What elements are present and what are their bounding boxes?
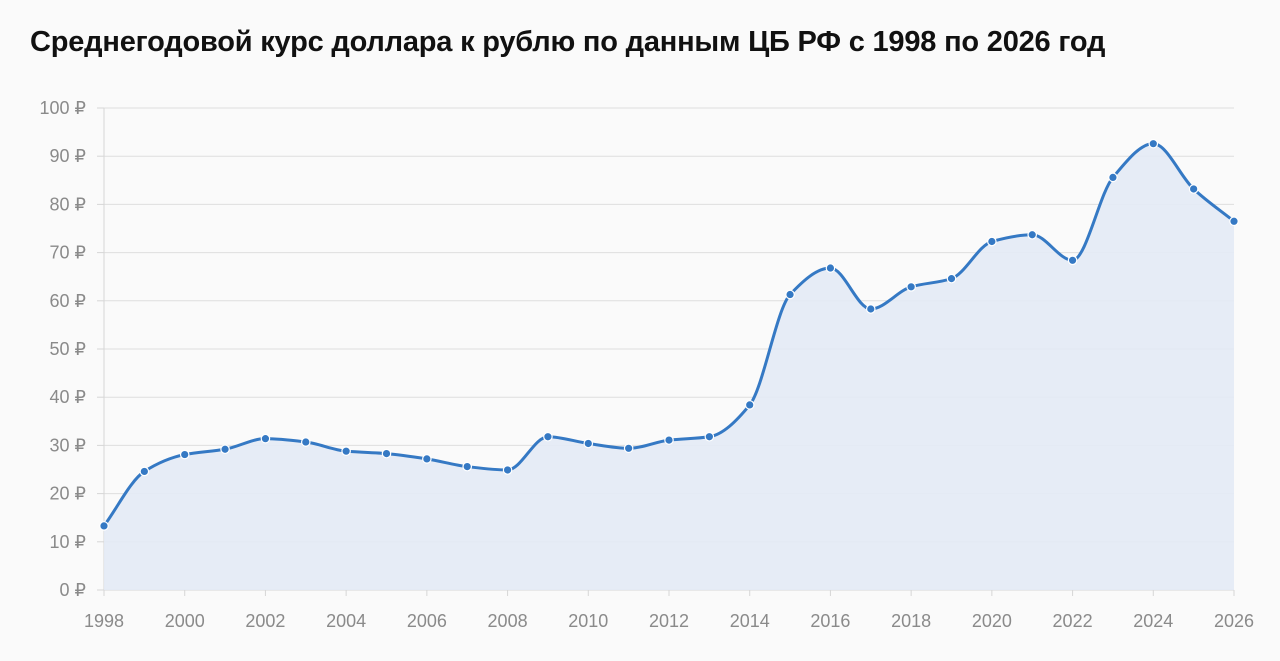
- y-tick-label: 80 ₽: [50, 194, 86, 214]
- y-tick-label: 50 ₽: [50, 339, 86, 359]
- x-tick-label: 2008: [488, 611, 528, 631]
- data-point-2004: [341, 446, 351, 456]
- data-point-2006: [422, 454, 432, 464]
- y-tick-label: 70 ₽: [50, 243, 86, 263]
- x-tick-label: 2004: [326, 611, 366, 631]
- data-point-2010: [583, 438, 594, 449]
- data-point-2008: [502, 465, 513, 475]
- x-tick-label: 2020: [972, 611, 1012, 631]
- area-fill-shape: [104, 143, 1234, 591]
- y-tick-label: 10 ₽: [50, 532, 86, 552]
- y-tick-label: 30 ₽: [50, 435, 86, 455]
- data-points: [99, 138, 1239, 531]
- x-tick-label: 2012: [649, 611, 689, 631]
- data-point-2026: [1229, 216, 1239, 227]
- y-tick-label: 90 ₽: [50, 146, 86, 166]
- y-tick-label: 40 ₽: [50, 387, 86, 407]
- x-tick-label: 2016: [810, 611, 850, 631]
- data-point-2007: [462, 461, 473, 472]
- x-tick-label: 2022: [1053, 611, 1093, 631]
- series-line: [102, 142, 1236, 528]
- data-point-2016: [825, 263, 836, 273]
- data-point-2005: [381, 448, 392, 459]
- data-point-1998: [99, 521, 109, 531]
- data-point-2019: [946, 273, 957, 284]
- x-tick-label: 2010: [568, 611, 608, 631]
- y-axis-tick-labels: 0 ₽ 10 ₽ 20 ₽ 30 ₽ 40 ₽ 50 ₽ 60 ₽ 70 ₽ 80 ₽ 90 ₽ 1…: [40, 98, 87, 600]
- y-tick-label: 60 ₽: [50, 291, 86, 311]
- data-point-1999: [139, 466, 150, 477]
- chart-title: Среднегодовой курс доллара к рублю по да…: [30, 26, 1106, 58]
- x-tick-label: 2002: [245, 611, 285, 631]
- data-point-2002: [260, 433, 271, 444]
- data-point-2017: [865, 304, 876, 314]
- y-tick-label: 100 ₽: [40, 98, 87, 118]
- data-point-2012: [664, 435, 674, 445]
- y-tick-label: 20 ₽: [50, 484, 86, 504]
- data-point-2025: [1188, 184, 1199, 194]
- data-point-2018: [906, 282, 916, 292]
- data-point-2022: [1067, 255, 1078, 266]
- data-point-2011: [623, 443, 634, 454]
- data-point-2020: [987, 236, 997, 247]
- data-point-2014: [744, 400, 755, 410]
- x-tick-label: 2018: [891, 611, 931, 631]
- x-tick-label: 2026: [1214, 611, 1254, 631]
- area-fill: [104, 143, 1234, 591]
- data-point-2003: [300, 437, 311, 447]
- x-tick-label: 2014: [730, 611, 770, 631]
- y-tick-label: 0 ₽: [60, 580, 86, 600]
- data-point-2000: [179, 449, 190, 460]
- data-point-2024: [1148, 138, 1159, 149]
- data-point-2001: [220, 444, 230, 455]
- data-point-2015: [785, 289, 795, 300]
- data-point-2009: [543, 431, 553, 442]
- line-path: [102, 142, 1236, 528]
- x-tick-label: 2006: [407, 611, 447, 631]
- data-point-2021: [1027, 229, 1038, 240]
- data-point-2023: [1108, 172, 1118, 183]
- x-axis-tick-labels: 1998 2000 2002 2004 2006 2008 2010 2012 2014 2016…: [84, 611, 1254, 631]
- x-tick-label: 2000: [165, 611, 205, 631]
- x-tick-label: 2024: [1133, 611, 1173, 631]
- x-tick-label: 1998: [84, 611, 124, 631]
- data-point-2013: [704, 431, 715, 442]
